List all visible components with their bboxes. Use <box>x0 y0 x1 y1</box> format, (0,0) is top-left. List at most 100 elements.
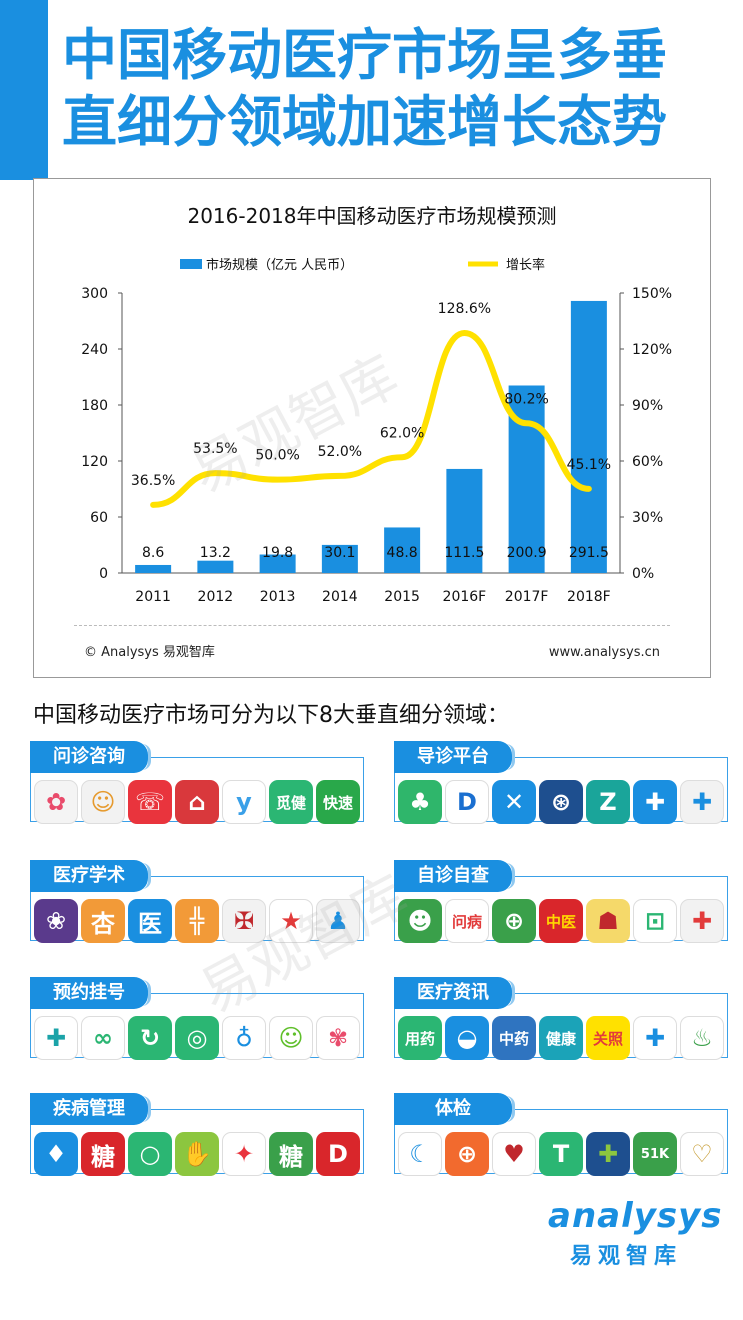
analysys-logo: analysys 易观智库 <box>548 1196 728 1272</box>
bar-2012 <box>197 560 234 573</box>
pianfang-app-icon: ⊕ <box>492 899 536 943</box>
app-icon-row: ♦ 糖 ○ ✋ ✦ 糖 D <box>34 1132 360 1176</box>
growth-point <box>399 454 405 460</box>
x-tick-label: 2016F <box>443 589 487 605</box>
xingshulin-app-icon: 杏 <box>81 899 125 943</box>
bar-value-label: 13.2 <box>200 545 231 561</box>
chart-source: © Analysys 易观智库 <box>84 645 215 660</box>
title-line-2: 直细分领域加速增长态势 <box>62 90 668 154</box>
growth-point <box>337 473 343 479</box>
chat-bubble-app-icon: ☏ <box>128 780 172 824</box>
cross-teal-app-icon: ✚ <box>34 1016 78 1060</box>
legend-bar-swatch <box>180 259 202 269</box>
app-icon-row: ❀ 杏医 ╬ ✠ ★ ♟ <box>34 899 360 943</box>
segment-label: 医疗学术 <box>30 860 151 892</box>
legend-bar-label: 市场规模（亿元 人民币） <box>206 257 353 273</box>
diamond-cross-app-icon: ✚ <box>633 1016 677 1060</box>
z-letter-app-icon: Z <box>586 780 630 824</box>
hospital-seal-app-icon: ⊛ <box>539 780 583 824</box>
growth-rate-label: 80.2% <box>504 391 548 407</box>
bar-value-label: 30.1 <box>324 545 355 561</box>
y-left-tick-label: 120 <box>81 454 108 470</box>
bar-2013 <box>259 554 296 573</box>
51k-app-icon: 51K <box>633 1132 677 1176</box>
zhongyao-zhinan-app-icon: 中药 <box>492 1016 536 1060</box>
yongyao-anquan-app-icon: 用药 <box>398 1016 442 1060</box>
doctor-cartoon-app-icon: ☺ <box>81 780 125 824</box>
y-left-tick-label: 300 <box>81 286 108 302</box>
title-line-1: 中国移动医疗市场呈多垂 <box>62 23 668 87</box>
chart-divider <box>74 625 670 626</box>
segment-panel: 自诊自查 ☻ 问病 ⊕ 中医 ☗ ⊡ ✚ <box>394 860 728 943</box>
guanzhao-app-icon: 关照 <box>586 1016 630 1060</box>
growth-rate-label: 36.5% <box>131 473 175 489</box>
segment-label: 体检 <box>394 1093 515 1125</box>
growth-point <box>461 330 467 336</box>
page-title: 中国移动医疗市场呈多垂 直细分领域加速增长态势 <box>62 22 732 156</box>
app-icon-row: ☻ 问病 ⊕ 中医 ☗ ⊡ ✚ <box>398 899 724 943</box>
bar-2011 <box>135 564 172 573</box>
app-icon-row: ☾ ⊕ ♥ T ✚ 51K ♡ <box>398 1132 724 1176</box>
chart-url: www.analysys.cn <box>548 645 660 660</box>
growth-rate-label: 53.5% <box>193 441 237 457</box>
plus-orange-app-icon: ╬ <box>175 899 219 943</box>
tang-green-app-icon: 糖 <box>269 1132 313 1176</box>
app-icon-row: ♣ D ✕ ⊛ Z ✚ ✚ <box>398 780 724 824</box>
people-app-icon: ♟ <box>316 899 360 943</box>
app-icon-row: 用药 ◒ 中药 健康 关照 ✚ ♨ <box>398 1016 724 1060</box>
bar-value-label: 48.8 <box>387 545 418 561</box>
growth-point <box>275 477 281 483</box>
growth-rate-label: 62.0% <box>380 425 424 441</box>
app-icon-row: ✚ ∞ ↻ ◎ ♁ ☺ ✾ <box>34 1016 360 1060</box>
title-accent-bar <box>0 0 48 180</box>
y-right-tick-label: 120% <box>632 342 672 358</box>
y-left-tick-label: 0 <box>99 566 108 582</box>
x-tick-label: 2018F <box>567 589 611 605</box>
app-icon-row: ✿ ☺ ☏ ⌂ y 觅健 快速 <box>34 780 360 824</box>
star-pharmacist-app-icon: ★ <box>269 899 313 943</box>
green-t-app-icon: T <box>539 1132 583 1176</box>
growth-point <box>524 420 530 426</box>
y-right-tick-label: 0% <box>632 566 654 582</box>
bar-2018F <box>570 300 607 573</box>
y-right-tick-label: 60% <box>632 454 663 470</box>
segment-panel: 导诊平台 ♣ D ✕ ⊛ Z ✚ ✚ <box>394 741 728 824</box>
circle-arrows-app-icon: ↻ <box>128 1016 172 1060</box>
x-tick-label: 2014 <box>322 589 358 605</box>
segment-label: 疾病管理 <box>30 1093 151 1125</box>
growth-rate-label: 45.1% <box>567 457 611 473</box>
segment-panel: 体检 ☾ ⊕ ♥ T ✚ 51K ♡ <box>394 1093 728 1176</box>
segment-label: 预约挂号 <box>30 977 151 1009</box>
bar-2016F <box>446 468 483 573</box>
blue-swirl-app-icon: ☾ <box>398 1132 442 1176</box>
colorful-leaves-app-icon: ✦ <box>222 1132 266 1176</box>
x-tick-label: 2015 <box>384 589 420 605</box>
dp-letter-app-icon: D <box>445 780 489 824</box>
segments-subtitle: 中国移动医疗市场可分为以下8大垂直细分领域： <box>33 703 509 728</box>
house-app-icon: ⌂ <box>175 780 219 824</box>
segment-panel: 问诊咨询 ✿ ☺ ☏ ⌂ y 觅健 快速 <box>30 741 364 824</box>
pill-app-icon: ◒ <box>445 1016 489 1060</box>
growth-rate-label: 128.6% <box>438 301 491 317</box>
zhongyi-chabing-app-icon: 中医 <box>539 899 583 943</box>
x-tick-label: 2013 <box>260 589 296 605</box>
purple-flower-app-icon: ❀ <box>34 899 78 943</box>
segment-label: 问诊咨询 <box>30 741 151 773</box>
hand-plus-app-icon: ✋ <box>175 1132 219 1176</box>
wenbing-app-icon: 问病 <box>445 899 489 943</box>
gold-heart-app-icon: ♡ <box>680 1132 724 1176</box>
logo-chinese: 易观智库 <box>570 1244 683 1269</box>
y-left-tick-label: 180 <box>81 398 108 414</box>
colorful-petals-app-icon: ✾ <box>316 1016 360 1060</box>
mortar-app-icon: ♨ <box>680 1016 724 1060</box>
bar-value-label: 291.5 <box>569 545 609 561</box>
growth-rate-label: 50.0% <box>255 448 299 464</box>
segment-label: 导诊平台 <box>394 741 515 773</box>
apple-face-app-icon: ☺ <box>269 1016 313 1060</box>
segment-label: 自诊自查 <box>394 860 515 892</box>
jiankang-39-app-icon: 健康 <box>539 1016 583 1060</box>
flower-app-icon: ✿ <box>34 780 78 824</box>
bar-value-label: 111.5 <box>444 545 484 561</box>
y-left-tick-label: 240 <box>81 342 108 358</box>
